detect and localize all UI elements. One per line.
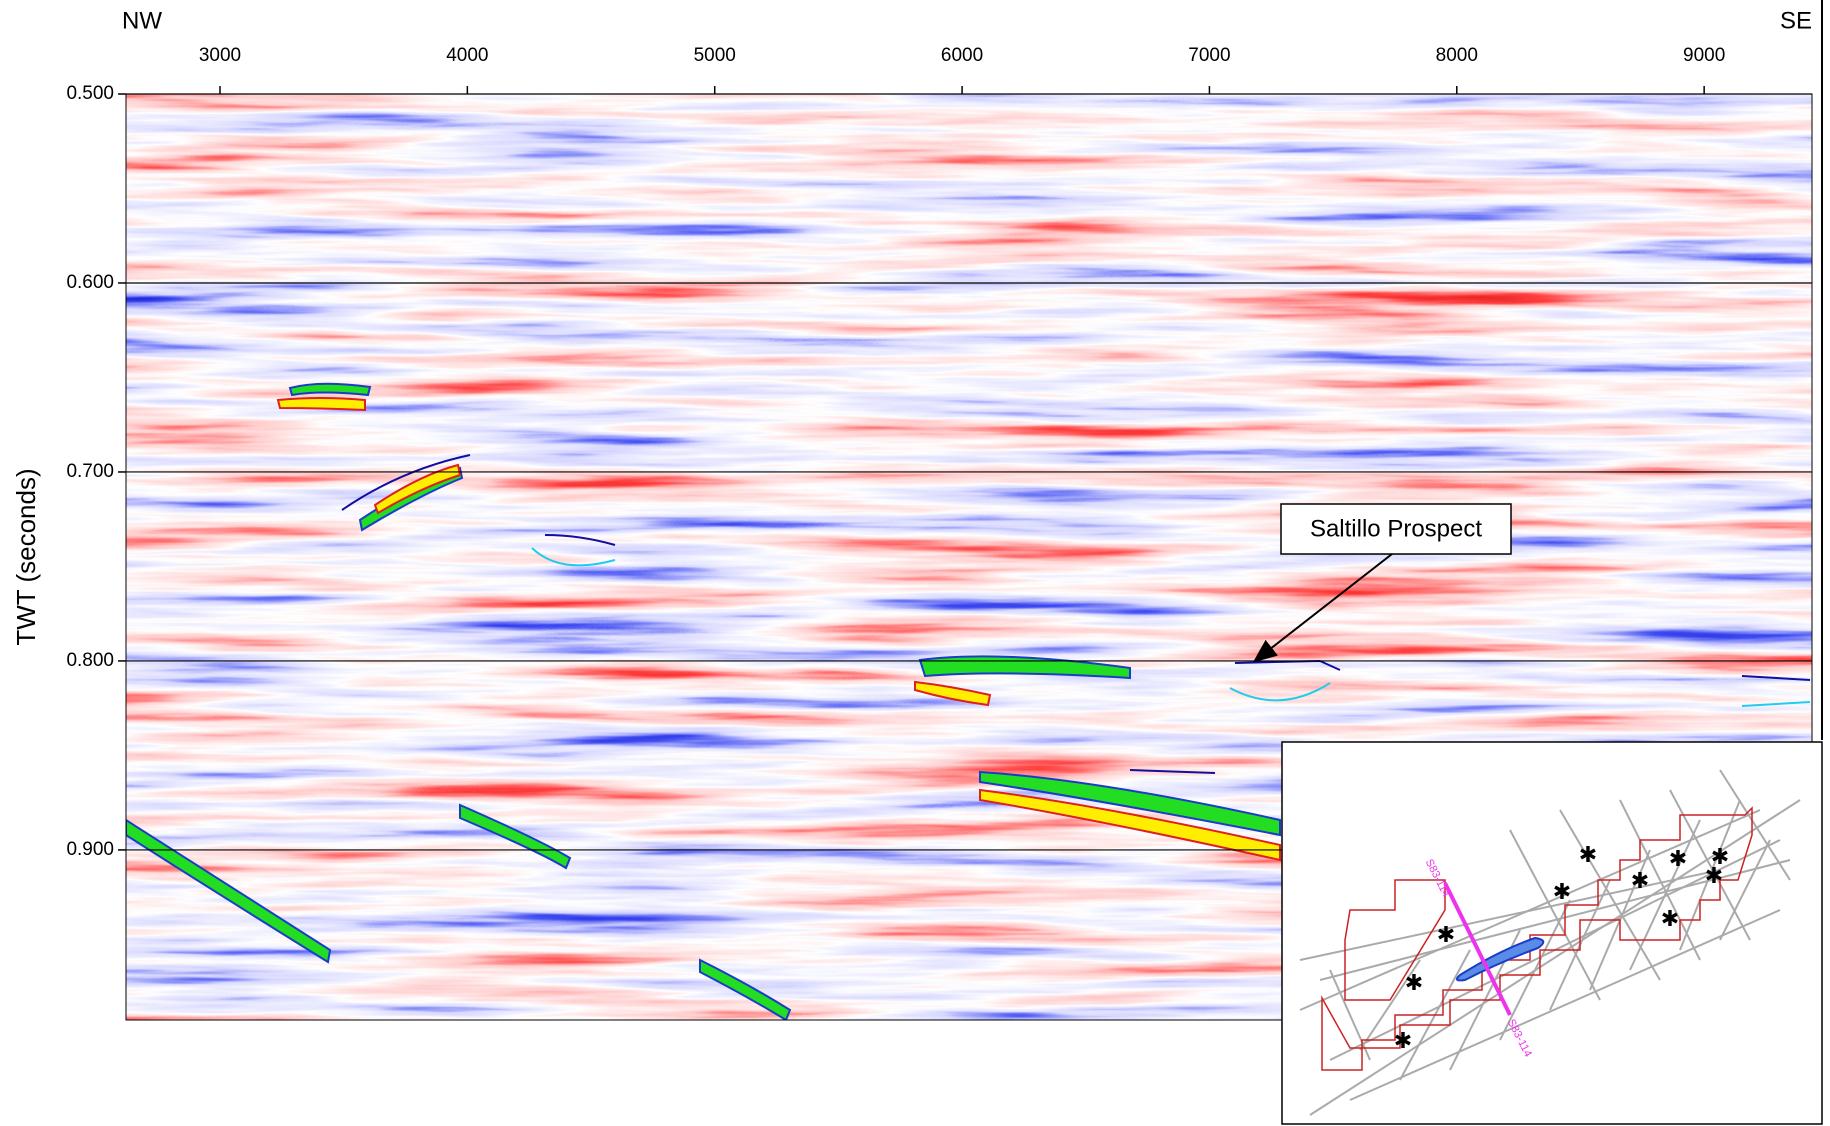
direction-left: NW [122,7,162,34]
svg-text:✱: ✱ [1405,970,1423,995]
x-tick-label: 9000 [1683,45,1725,66]
svg-text:✱: ✱ [1579,842,1597,867]
bright-spot [278,398,365,410]
svg-text:✱: ✱ [1394,1028,1412,1053]
y-tick-label: 0.900 [66,839,114,860]
y-tick-label: 0.800 [66,650,114,671]
y-tick-label: 0.600 [66,272,114,293]
callout-text: Saltillo Prospect [1310,515,1482,542]
svg-text:✱: ✱ [1669,846,1687,871]
bright-spot [290,384,370,395]
map-frame [1282,742,1822,1124]
x-tick-label: 4000 [446,45,488,66]
svg-text:✱: ✱ [1631,868,1649,893]
y-tick-label: 0.700 [66,461,114,482]
location-map: ✱✱✱ ✱✱✱ ✱✱✱✱ S83-114 S83-114 [1282,742,1822,1124]
x-tick-label: 5000 [694,45,736,66]
svg-text:✱: ✱ [1661,906,1679,931]
chart: 3000 4000 5000 6000 7000 8000 9000 0.500 0.600 0.… [0,0,1830,1126]
y-tick-label: 0.500 [66,83,114,104]
x-tick-label: 7000 [1188,45,1230,66]
y-axis-title: TWT (seconds) [11,468,41,645]
direction-right: SE [1780,7,1812,34]
svg-text:✱: ✱ [1437,922,1455,947]
svg-text:✱: ✱ [1553,879,1571,904]
x-tick-label: 8000 [1436,45,1478,66]
x-tick-label: 3000 [199,45,241,66]
svg-text:✱: ✱ [1705,863,1723,888]
x-tick-label: 6000 [941,45,983,66]
page: 3000 4000 5000 6000 7000 8000 9000 0.500 0.600 0.… [0,0,1830,1126]
